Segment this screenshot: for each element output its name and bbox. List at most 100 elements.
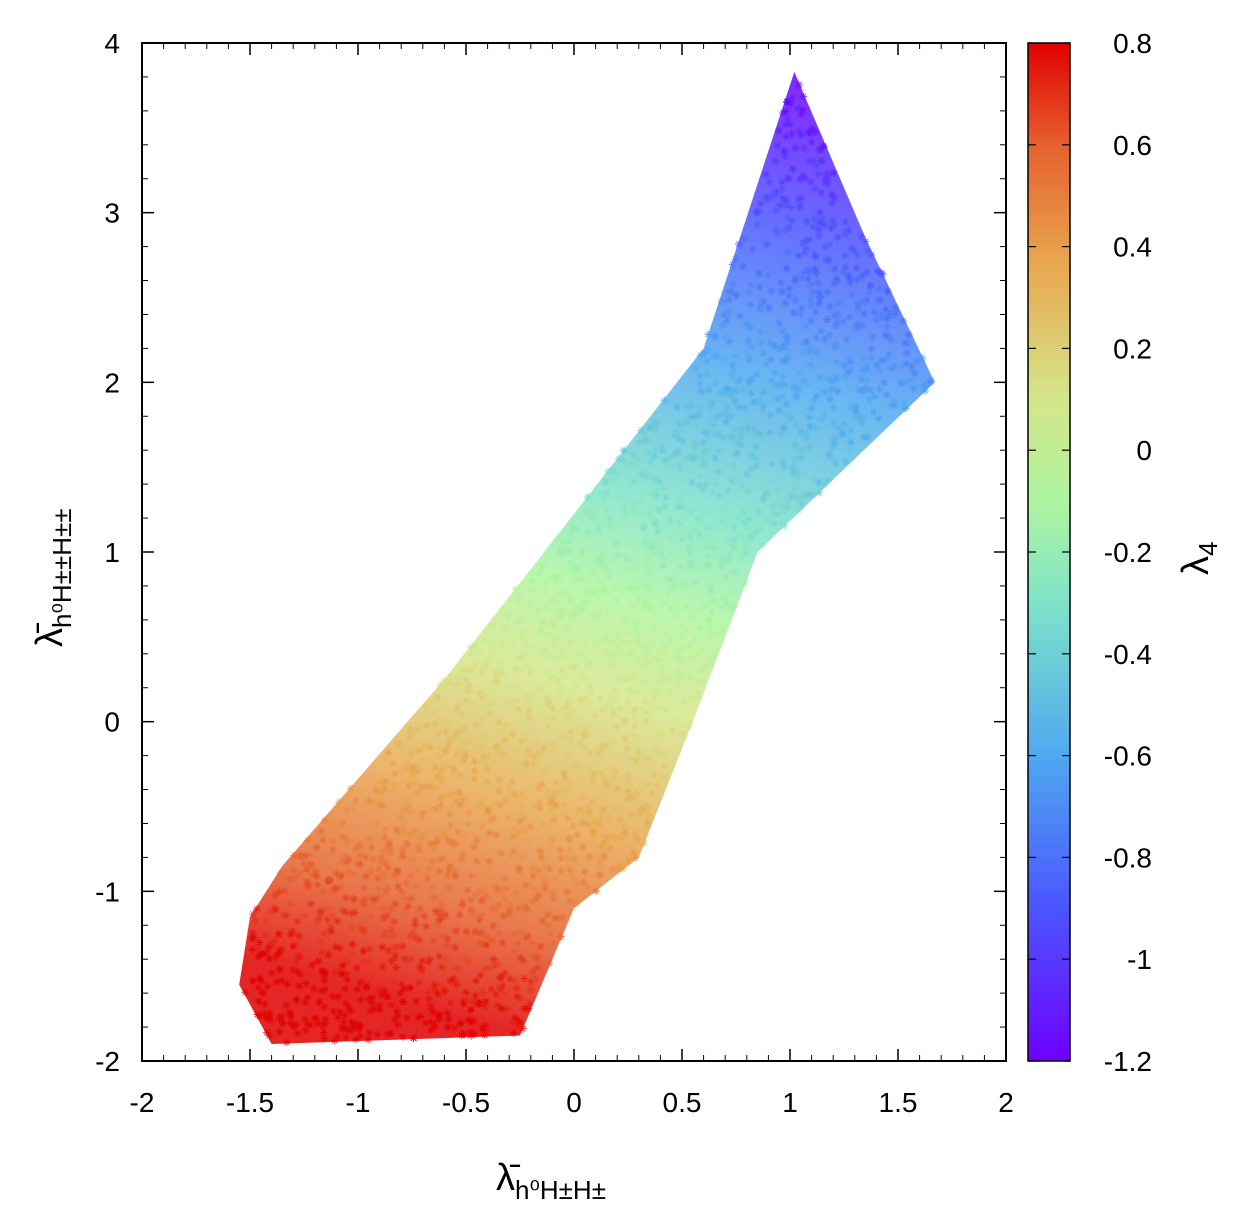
scatter-point	[673, 716, 682, 725]
scatter-point	[546, 929, 555, 938]
scatter-point	[560, 800, 569, 809]
scatter-point	[779, 458, 788, 467]
scatter-point	[786, 120, 795, 129]
scatter-point	[814, 478, 823, 487]
scatter-point	[624, 540, 633, 549]
scatter-point	[261, 949, 270, 958]
scatter-point	[464, 808, 473, 817]
scatter-point	[682, 625, 691, 634]
scatter-point	[595, 820, 604, 829]
scatter-point	[355, 923, 364, 932]
scatter-point	[431, 763, 440, 772]
scatter-point	[501, 720, 510, 729]
scatter-point	[818, 220, 827, 229]
scatter-point	[832, 321, 841, 330]
scatter-point	[557, 665, 566, 674]
scatter-point	[676, 723, 685, 732]
scatter-point	[639, 839, 648, 848]
scatter-point	[717, 626, 726, 635]
scatter-point	[553, 654, 562, 663]
y-axis-title-sub: h⁰H±±H±±	[47, 508, 77, 628]
scatter-point	[470, 767, 479, 776]
scatter-point	[661, 502, 670, 511]
scatter-point	[886, 335, 895, 344]
scatter-point	[502, 1004, 511, 1013]
scatter-point	[643, 561, 652, 570]
scatter-point	[653, 527, 662, 536]
scatter-point	[338, 906, 347, 915]
scatter-point	[682, 402, 691, 411]
scatter-point	[708, 525, 717, 534]
scatter-point	[802, 244, 811, 253]
scatter-point	[840, 251, 849, 260]
scatter-point	[446, 821, 455, 830]
scatter-point	[718, 321, 727, 330]
scatter-point	[627, 649, 636, 658]
scatter-point	[532, 975, 541, 984]
scatter-point	[765, 428, 774, 437]
scatter-point	[580, 637, 589, 646]
scatter-point	[509, 688, 518, 697]
scatter-point	[605, 514, 614, 523]
scatter-point	[324, 951, 333, 960]
scatter-point	[596, 858, 605, 867]
scatter-point	[704, 344, 713, 353]
scatter-point	[582, 762, 591, 771]
scatter-point	[409, 1034, 418, 1043]
scatter-point	[396, 989, 405, 998]
scatter-point	[611, 693, 620, 702]
scatter-point	[724, 309, 733, 318]
scatter-point	[629, 478, 638, 487]
scatter-point	[351, 1035, 360, 1044]
scatter-point	[770, 500, 779, 509]
scatter-point	[249, 910, 258, 919]
scatter-point	[691, 451, 700, 460]
scatter-point	[278, 976, 287, 985]
scatter-point	[620, 504, 629, 513]
scatter-point	[687, 507, 696, 516]
scatter-point	[308, 870, 317, 879]
scatter-point	[320, 975, 329, 984]
scatter-point	[743, 486, 752, 495]
scatter-point	[774, 485, 783, 494]
y-tick-label: 1	[104, 537, 120, 568]
scatter-point	[788, 165, 797, 174]
scatter-point	[466, 1005, 475, 1014]
scatter-point	[729, 280, 738, 289]
scatter-point	[550, 714, 559, 723]
scatter-point	[497, 1004, 506, 1013]
scatter-point	[641, 467, 650, 476]
scatter-point	[666, 533, 675, 542]
scatter-point	[830, 264, 839, 273]
scatter-point	[399, 845, 408, 854]
scatter-point	[571, 531, 580, 540]
scatter-point	[475, 688, 484, 697]
scatter-point	[340, 1011, 349, 1020]
scatter-point	[518, 801, 527, 810]
scatter-point	[731, 387, 740, 396]
scatter-point	[484, 752, 493, 761]
scatter-point	[326, 922, 335, 931]
scatter-point	[333, 1032, 342, 1041]
scatter-point	[795, 203, 804, 212]
scatter-point	[501, 874, 510, 883]
scatter-point	[822, 255, 831, 264]
scatter-point	[778, 327, 787, 336]
scatter-point	[547, 804, 556, 813]
scatter-point	[280, 886, 289, 895]
scatter-point	[554, 677, 563, 686]
scatter-point	[303, 836, 312, 845]
scatter-point	[806, 360, 815, 369]
scatter-point	[517, 615, 526, 624]
scatter-point	[446, 999, 455, 1008]
scatter-point	[859, 386, 868, 395]
scatter-point	[481, 781, 490, 790]
scatter-point	[704, 552, 713, 561]
scatter-point	[537, 683, 546, 692]
scatter-point	[858, 373, 867, 382]
scatter-point	[673, 449, 682, 458]
scatter-point	[541, 580, 550, 589]
scatter-point	[568, 525, 577, 534]
scatter-point	[515, 866, 524, 875]
scatter-point	[475, 887, 484, 896]
